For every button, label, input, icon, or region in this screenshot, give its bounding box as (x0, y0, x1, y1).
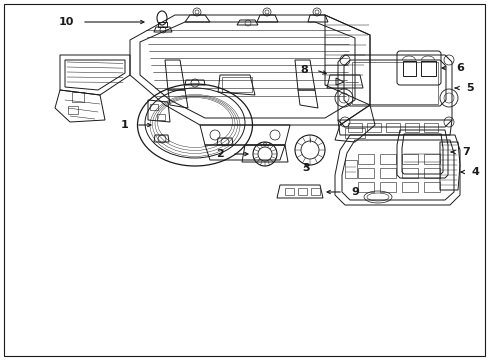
Bar (345, 160, 356, 178)
Bar (351, 62, 437, 104)
Bar (68, 106, 78, 114)
Text: 9: 9 (350, 187, 358, 197)
Bar (401, 168, 417, 178)
Text: 2: 2 (216, 149, 224, 159)
Text: 1: 1 (120, 120, 128, 130)
Bar (423, 182, 439, 192)
Bar (357, 168, 373, 178)
Bar (366, 123, 380, 132)
Text: 7: 7 (461, 147, 469, 157)
Bar (379, 168, 395, 178)
Bar (401, 154, 417, 164)
Bar (357, 154, 373, 164)
Bar (423, 168, 439, 178)
Bar (150, 104, 158, 110)
Bar (158, 22, 167, 27)
Bar (423, 123, 437, 132)
Bar (357, 182, 373, 192)
Text: 8: 8 (300, 65, 307, 75)
Bar (379, 182, 395, 192)
Bar (401, 182, 417, 192)
Text: 6: 6 (455, 63, 463, 73)
Text: 5: 5 (465, 83, 473, 93)
Bar (285, 188, 293, 195)
Bar (404, 123, 418, 132)
Bar (379, 154, 395, 164)
Text: 10: 10 (59, 17, 74, 27)
Text: 4: 4 (471, 167, 479, 177)
Bar (310, 188, 319, 195)
Bar (72, 92, 84, 102)
Bar (157, 114, 164, 120)
Bar (385, 123, 399, 132)
Bar (222, 77, 251, 92)
Bar (347, 123, 361, 132)
Bar (297, 188, 306, 195)
Text: 3: 3 (302, 163, 309, 173)
Bar (345, 128, 364, 138)
Bar (423, 154, 439, 164)
